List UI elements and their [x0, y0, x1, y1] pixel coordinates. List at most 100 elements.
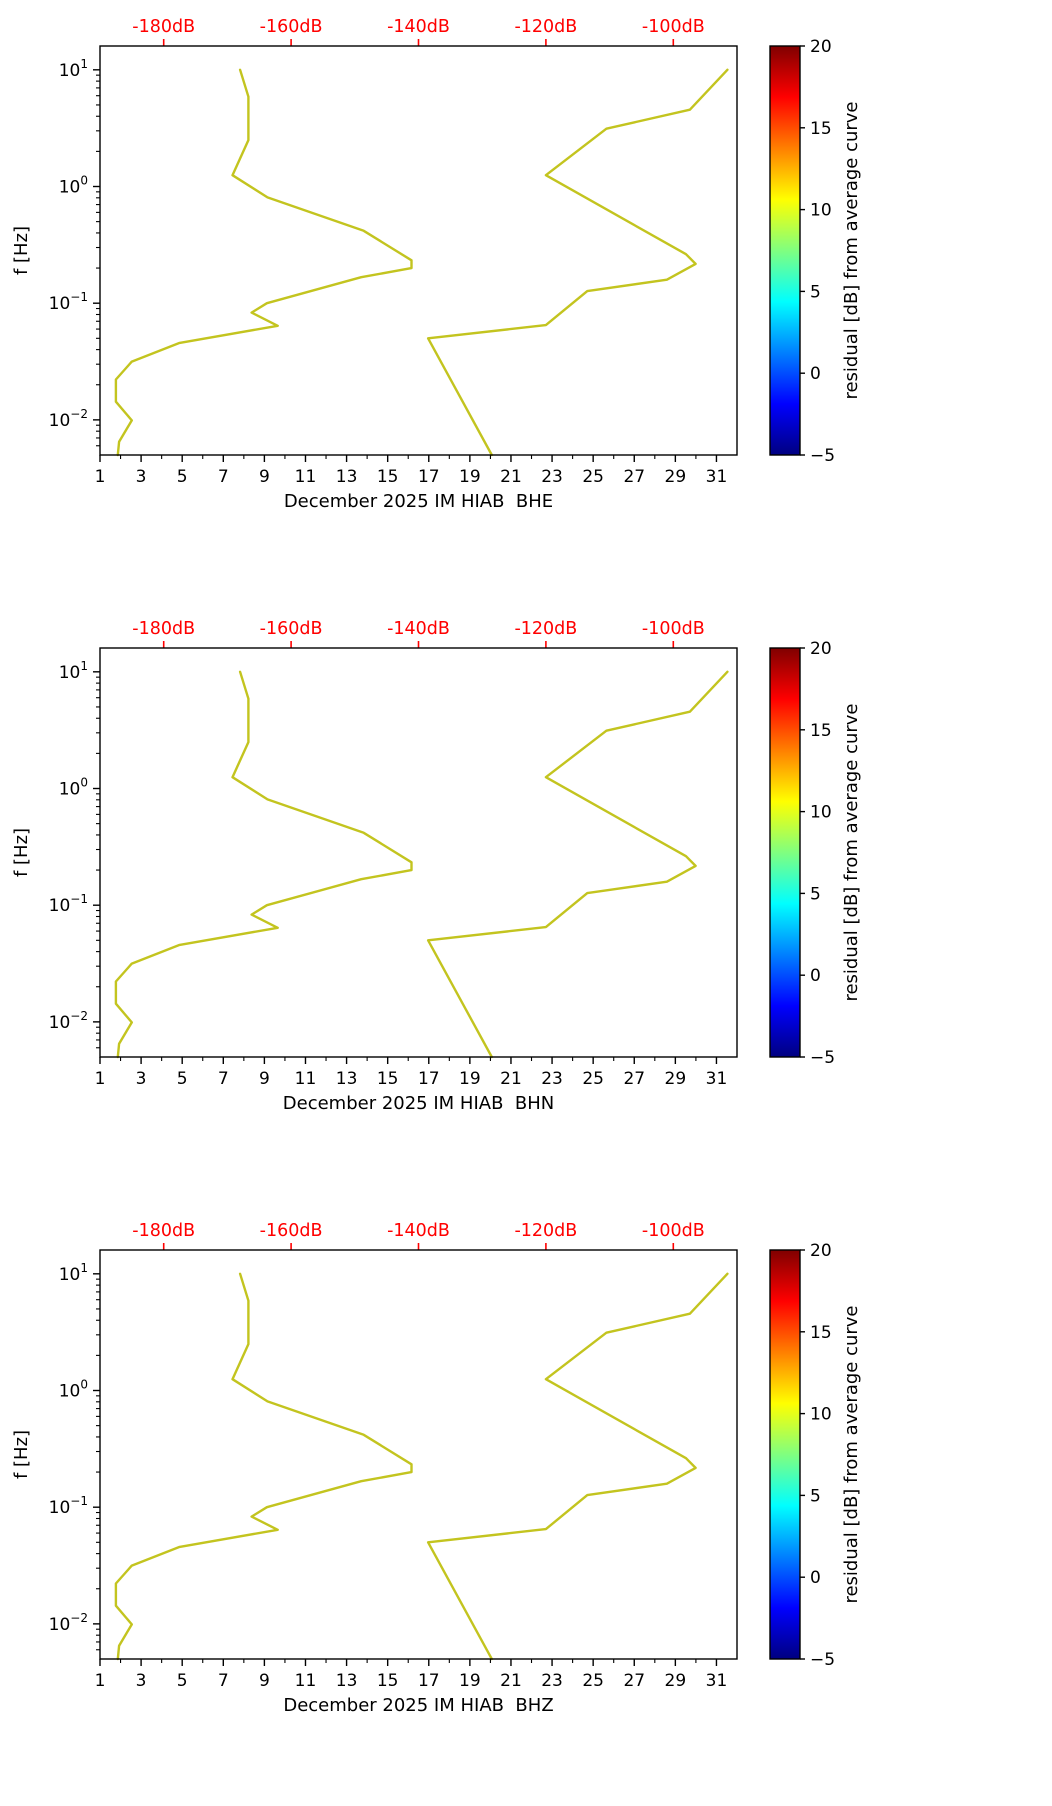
- x-axis-tick-label: 27: [623, 467, 645, 487]
- x-axis-tick-label: 7: [218, 1069, 229, 1089]
- plot-frame: [99, 45, 738, 456]
- x-axis-tick-label: 13: [336, 1069, 358, 1089]
- y-axis-label: f [Hz]: [11, 226, 32, 275]
- top-db-axis-tick-label: -120dB: [514, 619, 577, 639]
- y-axis-tick-label: 100: [59, 776, 88, 800]
- x-axis-tick-label: 5: [177, 1069, 188, 1089]
- colorbar-frame: [769, 45, 801, 456]
- top-db-axis-tick-label: -140dB: [387, 619, 450, 639]
- top-db-axis-tick-label: -100dB: [642, 17, 705, 37]
- colorbar-tick-label: 5: [810, 884, 821, 904]
- y-axis-tick-label: 10−2: [49, 1611, 88, 1635]
- colorbar-frame: [769, 647, 801, 1058]
- colorbar-tick-label: 20: [810, 37, 832, 57]
- top-db-axis-tick-label: -100dB: [642, 1221, 705, 1241]
- x-axis-tick-label: 11: [295, 467, 317, 487]
- high-noise-model-curve: [426, 68, 729, 457]
- x-axis-tick-label: 27: [623, 1069, 645, 1089]
- colorbar-tick-label: −5: [810, 1650, 835, 1670]
- x-axis-tick-label: 17: [418, 1671, 440, 1691]
- colorbar-tick-label: 20: [810, 639, 832, 659]
- x-axis-title: December 2025 IM HIAB BHZ: [283, 1695, 553, 1716]
- y-axis-tick-label: 101: [59, 1261, 88, 1285]
- x-axis-tick-label: 19: [459, 1069, 481, 1089]
- plot-frame: [99, 1249, 738, 1660]
- x-axis-tick-label: 15: [377, 1069, 399, 1089]
- high-noise-model-curve: [426, 670, 729, 1059]
- y-axis-tick-label: 10−1: [49, 1494, 88, 1518]
- x-axis-tick-label: 25: [582, 1069, 604, 1089]
- x-axis-tick-label: 17: [418, 1069, 440, 1089]
- x-axis-tick-label: 31: [706, 467, 728, 487]
- x-axis-tick-label: 11: [295, 1671, 317, 1691]
- x-axis-tick-label: 5: [177, 1671, 188, 1691]
- x-axis-tick-label: 11: [295, 1069, 317, 1089]
- top-db-axis-tick-label: -160dB: [260, 1221, 323, 1241]
- x-axis-tick-label: 9: [259, 1671, 270, 1691]
- colorbar-tick-label: 0: [810, 364, 821, 384]
- plot-frame: [99, 647, 738, 1058]
- colorbar-tick-label: 15: [810, 119, 832, 139]
- colorbar-tick-label: 10: [810, 1405, 832, 1425]
- colorbar-tick-label: −5: [810, 446, 835, 466]
- panel-bhe: 101 100 10−1 10−2 f [Hz] 1 3 5 7 9 11 13 15 17 19 21 23 2…: [0, 0, 1052, 602]
- x-axis-tick-label: 5: [177, 467, 188, 487]
- y-axis-tick-label: 101: [59, 659, 88, 683]
- y-axis-label: f [Hz]: [11, 1430, 32, 1479]
- low-noise-model-curve: [114, 670, 413, 1059]
- x-axis-tick-label: 23: [541, 467, 563, 487]
- top-db-axis-tick-label: -180dB: [132, 619, 195, 639]
- x-axis-tick-label: 13: [336, 1671, 358, 1691]
- x-axis-tick-label: 25: [582, 1671, 604, 1691]
- colorbar-frame: [769, 1249, 801, 1660]
- x-axis-tick-label: 21: [500, 1671, 522, 1691]
- x-axis-tick-label: 23: [541, 1671, 563, 1691]
- x-axis-tick-label: 29: [665, 1069, 687, 1089]
- colorbar-tick-label: 15: [810, 721, 832, 741]
- x-axis-tick-label: 19: [459, 467, 481, 487]
- colorbar-label: residual [dB] from average curve: [841, 101, 862, 399]
- colorbar-gradient: [770, 1250, 800, 1659]
- top-db-axis-tick-label: -180dB: [132, 1221, 195, 1241]
- y-axis-tick-label: 10−1: [49, 290, 88, 314]
- top-db-axis-tick-label: -180dB: [132, 17, 195, 37]
- y-axis-tick-label: 100: [59, 174, 88, 198]
- x-axis-tick-label: 15: [377, 467, 399, 487]
- x-axis-tick-label: 3: [136, 467, 147, 487]
- x-axis-tick-label: 31: [706, 1069, 728, 1089]
- x-axis-tick-label: 25: [582, 467, 604, 487]
- top-db-axis-tick-label: -140dB: [387, 17, 450, 37]
- x-axis-tick-label: 9: [259, 1069, 270, 1089]
- x-axis-tick-label: 7: [218, 1671, 229, 1691]
- y-axis-tick-label: 101: [59, 57, 88, 81]
- panel-bhn: 101 100 10−1 10−2 f [Hz] 1 3 5 7 9 11 13 15 17 19 21 23 2…: [0, 602, 1052, 1204]
- x-axis-tick-label: 1: [95, 1069, 106, 1089]
- top-db-axis-tick-label: -140dB: [387, 1221, 450, 1241]
- colorbar-tick-label: 10: [810, 201, 832, 221]
- x-axis-tick-label: 21: [500, 1069, 522, 1089]
- high-noise-model-curve: [426, 1272, 729, 1661]
- x-axis-tick-label: 19: [459, 1671, 481, 1691]
- top-db-axis-tick-label: -120dB: [514, 1221, 577, 1241]
- colorbar-tick-label: 20: [810, 1241, 832, 1261]
- colorbar-tick-label: 0: [810, 1568, 821, 1588]
- colorbar-tick-label: 15: [810, 1323, 832, 1343]
- y-axis-tick-label: 100: [59, 1378, 88, 1402]
- top-db-axis-tick-label: -100dB: [642, 619, 705, 639]
- x-axis-tick-label: 9: [259, 467, 270, 487]
- x-axis-tick-label: 3: [136, 1671, 147, 1691]
- colorbar-tick-label: 5: [810, 282, 821, 302]
- x-axis-tick-label: 1: [95, 467, 106, 487]
- colorbar-tick-label: 5: [810, 1486, 821, 1506]
- x-axis-tick-label: 17: [418, 467, 440, 487]
- top-db-axis-tick-label: -120dB: [514, 17, 577, 37]
- low-noise-model-curve: [114, 68, 413, 457]
- x-axis-tick-label: 29: [665, 1671, 687, 1691]
- colorbar-tick-label: 10: [810, 803, 832, 823]
- x-axis-title: December 2025 IM HIAB BHE: [284, 491, 553, 512]
- colorbar-gradient: [770, 648, 800, 1057]
- colorbar-gradient: [770, 46, 800, 455]
